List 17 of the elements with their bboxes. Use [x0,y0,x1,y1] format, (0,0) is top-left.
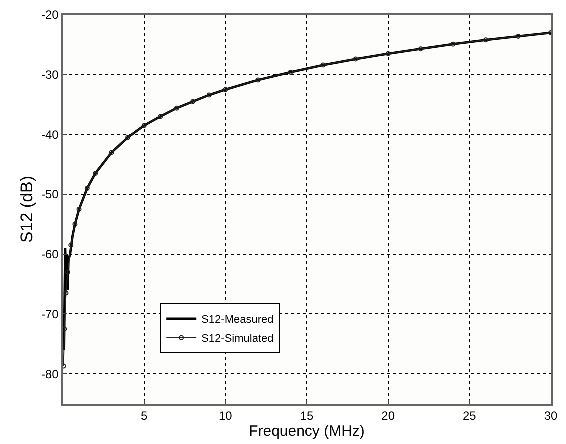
x-tick-label: 5 [140,409,148,424]
y-tick-label: -80 [42,367,60,382]
y-tick-label: -60 [42,248,60,262]
legend-label: S12-Simulated [202,333,274,346]
legend-label: S12-Measured [202,314,274,326]
y-tick-label: -50 [42,188,60,202]
x-tick-label: 20 [382,409,396,424]
y-tick-label: -20 [42,8,60,22]
x-axis-title: Frequency (MHz) [249,423,365,440]
y-tick-label: -30 [42,68,60,82]
x-tick-label: 25 [462,409,477,424]
y-tick-label: -40 [42,128,60,142]
x-tick-label: 10 [218,409,233,424]
x-tick-label: 15 [300,409,314,424]
y-tick-label: -70 [42,307,60,322]
x-tick-label: 30 [544,409,558,424]
y-axis-title: S12 (dB) [18,176,37,244]
